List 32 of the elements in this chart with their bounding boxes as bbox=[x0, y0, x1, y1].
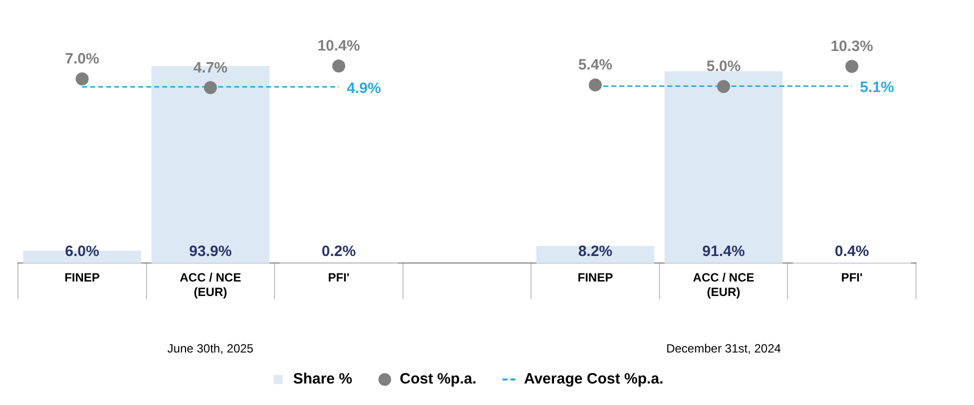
data-label: 10.3% bbox=[830, 38, 874, 56]
x-tick-label: PFI' bbox=[328, 270, 350, 285]
data-label: 5.1% bbox=[860, 79, 894, 96]
point bbox=[332, 60, 346, 72]
data-label: 91.4% bbox=[702, 242, 745, 260]
data-label: 10.4% bbox=[317, 38, 360, 55]
point bbox=[588, 78, 602, 92]
data-label: 8.2% bbox=[578, 242, 612, 260]
x-tick-label: ACC / NCE (EUR) bbox=[692, 270, 754, 300]
point bbox=[845, 60, 858, 73]
bar bbox=[664, 71, 783, 264]
data-label: 4.7% bbox=[193, 59, 228, 76]
text: December 31st, 2024 bbox=[666, 342, 782, 356]
legend-label: Cost %p.a. bbox=[400, 370, 476, 388]
legend-label: Share % bbox=[293, 370, 352, 388]
data-label: 7.0% bbox=[65, 50, 100, 68]
point bbox=[76, 72, 89, 86]
x-tick-label: PFI' bbox=[841, 270, 863, 285]
data-label: 93.9% bbox=[189, 242, 232, 260]
x-tick-label: FINEP bbox=[64, 270, 100, 285]
data-label: 6.0% bbox=[65, 242, 100, 260]
data-label: 0.4% bbox=[834, 242, 869, 260]
x-tick-label: ACC / NCE (EUR) bbox=[180, 270, 242, 300]
data-label: 4.9% bbox=[346, 80, 381, 97]
legend-label: Average Cost %p.a. bbox=[524, 370, 664, 388]
x-tick-label: FINEP bbox=[578, 270, 613, 285]
data-label: 5.0% bbox=[706, 58, 741, 76]
point bbox=[717, 80, 730, 93]
data-label: 5.4% bbox=[578, 56, 612, 74]
text: June 30th, 2025 bbox=[167, 342, 254, 356]
point bbox=[204, 81, 217, 94]
data-label: 0.2% bbox=[322, 242, 356, 260]
